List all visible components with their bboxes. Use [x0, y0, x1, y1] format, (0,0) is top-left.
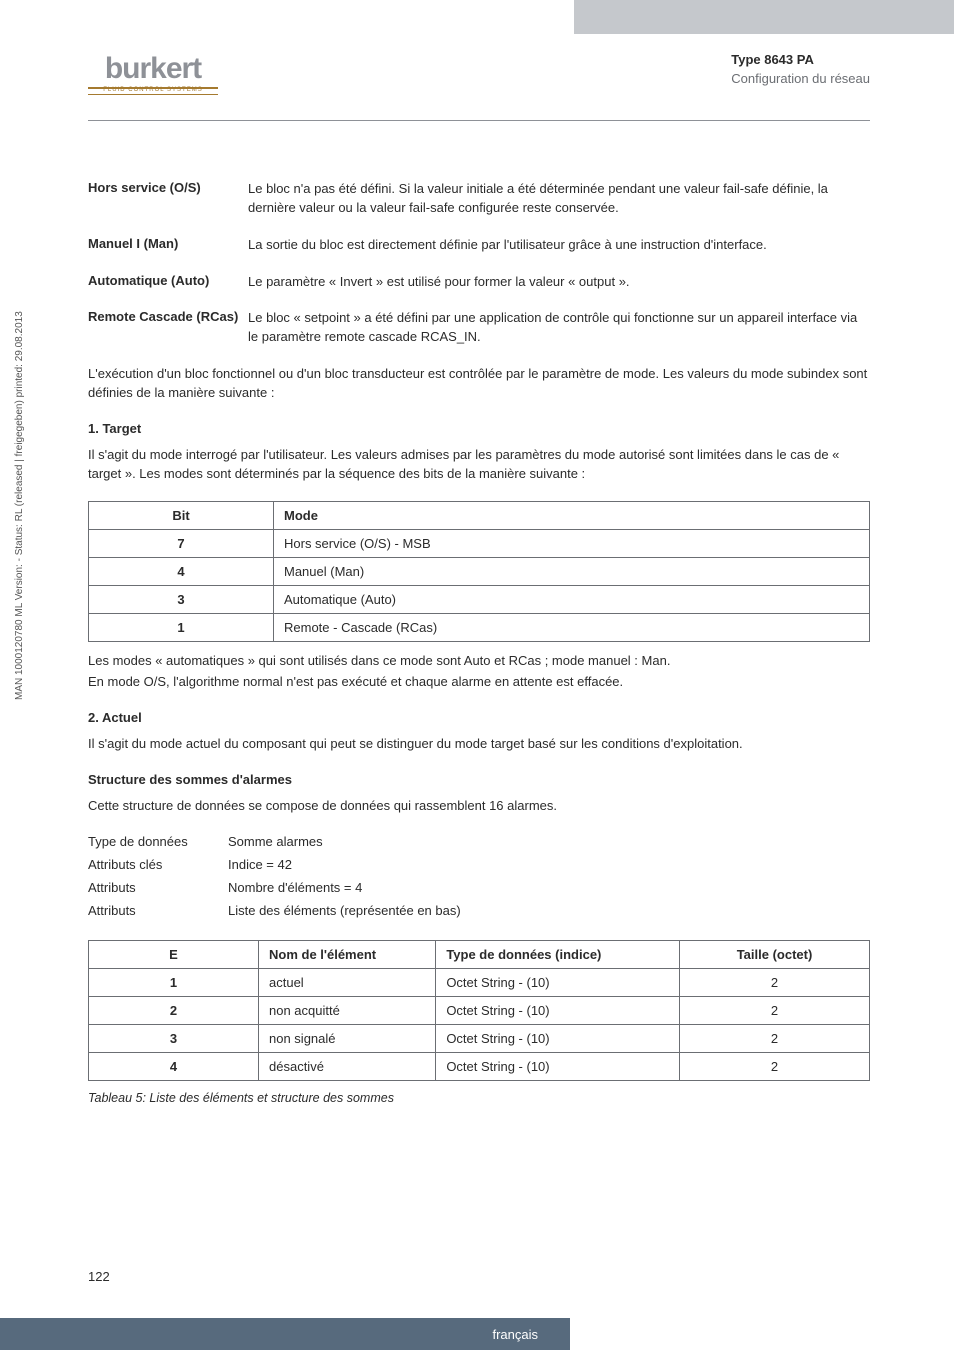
elements-table: E Nom de l'élément Type de données (indi… [88, 940, 870, 1081]
th-type: Type de données (indice) [436, 940, 680, 968]
th-bit: Bit [89, 502, 274, 530]
cell-mode: Remote - Cascade (RCas) [274, 614, 870, 642]
cell-name: actuel [259, 968, 436, 996]
attr-key: Type de données [88, 834, 228, 849]
attributes-grid: Type de donnéesSomme alarmes Attributs c… [88, 834, 870, 918]
attr-key: Attributs clés [88, 857, 228, 872]
cell-type: Octet String - (10) [436, 1024, 680, 1052]
cell-type: Octet String - (10) [436, 968, 680, 996]
attr-key: Attributs [88, 880, 228, 895]
cell-name: non signalé [259, 1024, 436, 1052]
header-row: burkert FLUID CONTROL SYSTEMS Type 8643 … [88, 52, 870, 95]
table-row: 4désactivéOctet String - (10)2 [89, 1052, 870, 1080]
cell-bit: 4 [89, 558, 274, 586]
table-row: 1Remote - Cascade (RCas) [89, 614, 870, 642]
definition-body: La sortie du bloc est directement défini… [248, 236, 870, 255]
table-row: 3non signaléOctet String - (10)2 [89, 1024, 870, 1052]
cell-name: désactivé [259, 1052, 436, 1080]
th-mode: Mode [274, 502, 870, 530]
header-accent-bar [574, 0, 954, 34]
cell-bit: 1 [89, 614, 274, 642]
cell-size: 2 [680, 1052, 870, 1080]
cell-mode: Manuel (Man) [274, 558, 870, 586]
logo-subtext: FLUID CONTROL SYSTEMS [103, 87, 202, 93]
definition-term: Automatique (Auto) [88, 273, 248, 292]
cell-name: non acquitté [259, 996, 436, 1024]
footer-bar: français [0, 1318, 570, 1350]
definition-term: Hors service (O/S) [88, 180, 248, 218]
doc-subtitle: Configuration du réseau [731, 71, 870, 86]
bit-mode-table: Bit Mode 7Hors service (O/S) - MSB4Manue… [88, 501, 870, 642]
definition-term: Remote Cascade (RCas) [88, 309, 248, 347]
after-table1-line2: En mode O/S, l'algorithme normal n'est p… [88, 673, 870, 692]
attr-val: Liste des éléments (représentée en bas) [228, 903, 870, 918]
header-divider [88, 120, 870, 121]
logo: burkert FLUID CONTROL SYSTEMS [88, 52, 218, 95]
cell-bit: 3 [89, 586, 274, 614]
definition-row: Automatique (Auto)Le paramètre « Invert … [88, 273, 870, 292]
cell-e: 2 [89, 996, 259, 1024]
definition-row: Remote Cascade (RCas)Le bloc « setpoint … [88, 309, 870, 347]
actuel-heading: 2. Actuel [88, 710, 870, 725]
cell-mode: Hors service (O/S) - MSB [274, 530, 870, 558]
target-heading: 1. Target [88, 421, 870, 436]
attr-val: Indice = 42 [228, 857, 870, 872]
definition-row: Hors service (O/S)Le bloc n'a pas été dé… [88, 180, 870, 218]
logo-rule-2 [88, 94, 218, 95]
th-name: Nom de l'élément [259, 940, 436, 968]
definition-body: Le bloc « setpoint » a été défini par un… [248, 309, 870, 347]
th-size: Taille (octet) [680, 940, 870, 968]
after-table1-line1: Les modes « automatiques » qui sont util… [88, 652, 870, 671]
attr-val: Somme alarmes [228, 834, 870, 849]
logo-wordmark: burkert [105, 52, 201, 86]
cell-size: 2 [680, 996, 870, 1024]
table2-caption: Tableau 5: Liste des éléments et structu… [88, 1091, 870, 1105]
definition-term: Manuel I (Man) [88, 236, 248, 255]
content: Hors service (O/S)Le bloc n'a pas été dé… [88, 180, 870, 1105]
attr-val: Nombre d'éléments = 4 [228, 880, 870, 895]
actuel-paragraph: Il s'agit du mode actuel du composant qu… [88, 735, 870, 754]
cell-e: 4 [89, 1052, 259, 1080]
table-row: 7Hors service (O/S) - MSB [89, 530, 870, 558]
page-number: 122 [88, 1269, 110, 1284]
definition-row: Manuel I (Man)La sortie du bloc est dire… [88, 236, 870, 255]
cell-e: 3 [89, 1024, 259, 1052]
attr-key: Attributs [88, 903, 228, 918]
definition-body: Le paramètre « Invert » est utilisé pour… [248, 273, 870, 292]
cell-type: Octet String - (10) [436, 996, 680, 1024]
cell-bit: 7 [89, 530, 274, 558]
header-right: Type 8643 PA Configuration du réseau [731, 52, 870, 86]
table-row: 1actuelOctet String - (10)2 [89, 968, 870, 996]
th-e: E [89, 940, 259, 968]
table-row: 2non acquittéOctet String - (10)2 [89, 996, 870, 1024]
table-row: 3Automatique (Auto) [89, 586, 870, 614]
cell-e: 1 [89, 968, 259, 996]
exec-paragraph: L'exécution d'un bloc fonctionnel ou d'u… [88, 365, 870, 403]
sideways-docinfo: MAN 1000120780 ML Version: - Status: RL … [14, 180, 25, 700]
definitions-list: Hors service (O/S)Le bloc n'a pas été dé… [88, 180, 870, 347]
footer-language: français [492, 1327, 538, 1342]
cell-type: Octet String - (10) [436, 1052, 680, 1080]
target-paragraph: Il s'agit du mode interrogé par l'utilis… [88, 446, 870, 484]
struct-paragraph: Cette structure de données se compose de… [88, 797, 870, 816]
doc-type: Type 8643 PA [731, 52, 870, 67]
table-row: 4Manuel (Man) [89, 558, 870, 586]
logo-text: burkert [105, 52, 201, 85]
cell-size: 2 [680, 1024, 870, 1052]
cell-mode: Automatique (Auto) [274, 586, 870, 614]
struct-heading: Structure des sommes d'alarmes [88, 772, 870, 787]
cell-size: 2 [680, 968, 870, 996]
definition-body: Le bloc n'a pas été défini. Si la valeur… [248, 180, 870, 218]
